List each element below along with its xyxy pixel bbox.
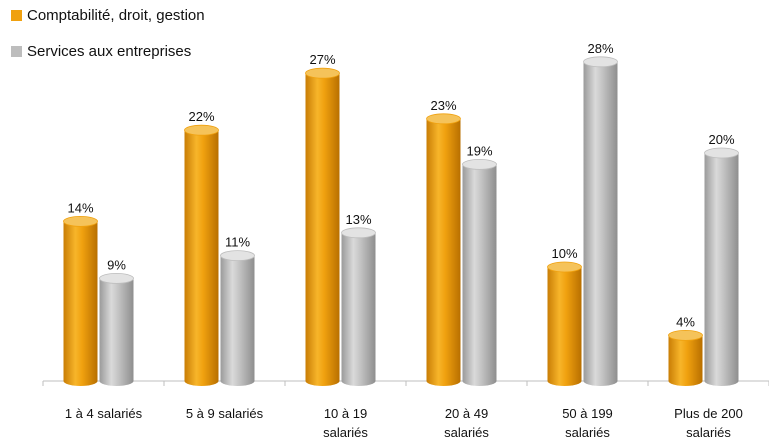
bar-1-3 — [305, 67, 340, 387]
legend-label-2: Services aux entreprises — [27, 43, 191, 60]
data-label-2-3: 13% — [345, 212, 371, 227]
bar-2-2 — [220, 250, 255, 387]
data-labels-group: 14% 9% 22% 11% 27% 13% 23% 19% 10% 28% 4% 20% — [67, 41, 734, 330]
bar-2-1 — [99, 272, 134, 387]
bar-2-6 — [704, 147, 739, 387]
data-label-2-4: 19% — [466, 143, 492, 158]
bar-1-2 — [184, 124, 219, 387]
data-label-1-3: 27% — [309, 52, 335, 67]
x-axis — [42, 380, 769, 386]
bar-1-4 — [426, 113, 461, 387]
data-label-1-6: 4% — [676, 314, 695, 329]
data-label-2-2: 11% — [225, 235, 250, 250]
bar-2-5 — [583, 56, 618, 387]
bar-1-6 — [668, 329, 703, 387]
bar-1-1 — [63, 215, 98, 387]
x-tick-label-6: Plus de 200 salariés — [674, 406, 743, 440]
data-label-2-1: 9% — [107, 257, 126, 272]
x-tick-label-1: 1 à 4 salariés — [65, 406, 143, 421]
bars-group — [63, 56, 739, 387]
legend: Comptabilité, droit, gestion Services aux… — [11, 7, 205, 60]
legend-swatch-2 — [11, 46, 22, 57]
data-label-1-4: 23% — [430, 98, 456, 113]
data-label-1-1: 14% — [67, 200, 93, 215]
bar-2-4 — [462, 158, 497, 387]
x-tick-labels-group: 1 à 4 salariés 5 à 9 salariés 10 à 19 salar… — [65, 406, 743, 440]
legend-swatch-1 — [11, 10, 22, 21]
data-label-2-6: 20% — [708, 132, 734, 147]
legend-label-1: Comptabilité, droit, gestion — [27, 7, 205, 24]
x-tick-label-5: 50 à 199 salariés — [562, 406, 613, 440]
bar-2-3 — [341, 227, 376, 387]
data-label-2-5: 28% — [587, 41, 613, 56]
data-label-1-2: 22% — [188, 109, 214, 124]
x-tick-label-2: 5 à 9 salariés — [186, 406, 264, 421]
x-tick-label-3: 10 à 19 salariés — [323, 406, 368, 440]
bar-1-5 — [547, 261, 582, 387]
x-tick-label-4: 20 à 49 salariés — [444, 406, 489, 440]
data-label-1-5: 10% — [551, 246, 577, 261]
